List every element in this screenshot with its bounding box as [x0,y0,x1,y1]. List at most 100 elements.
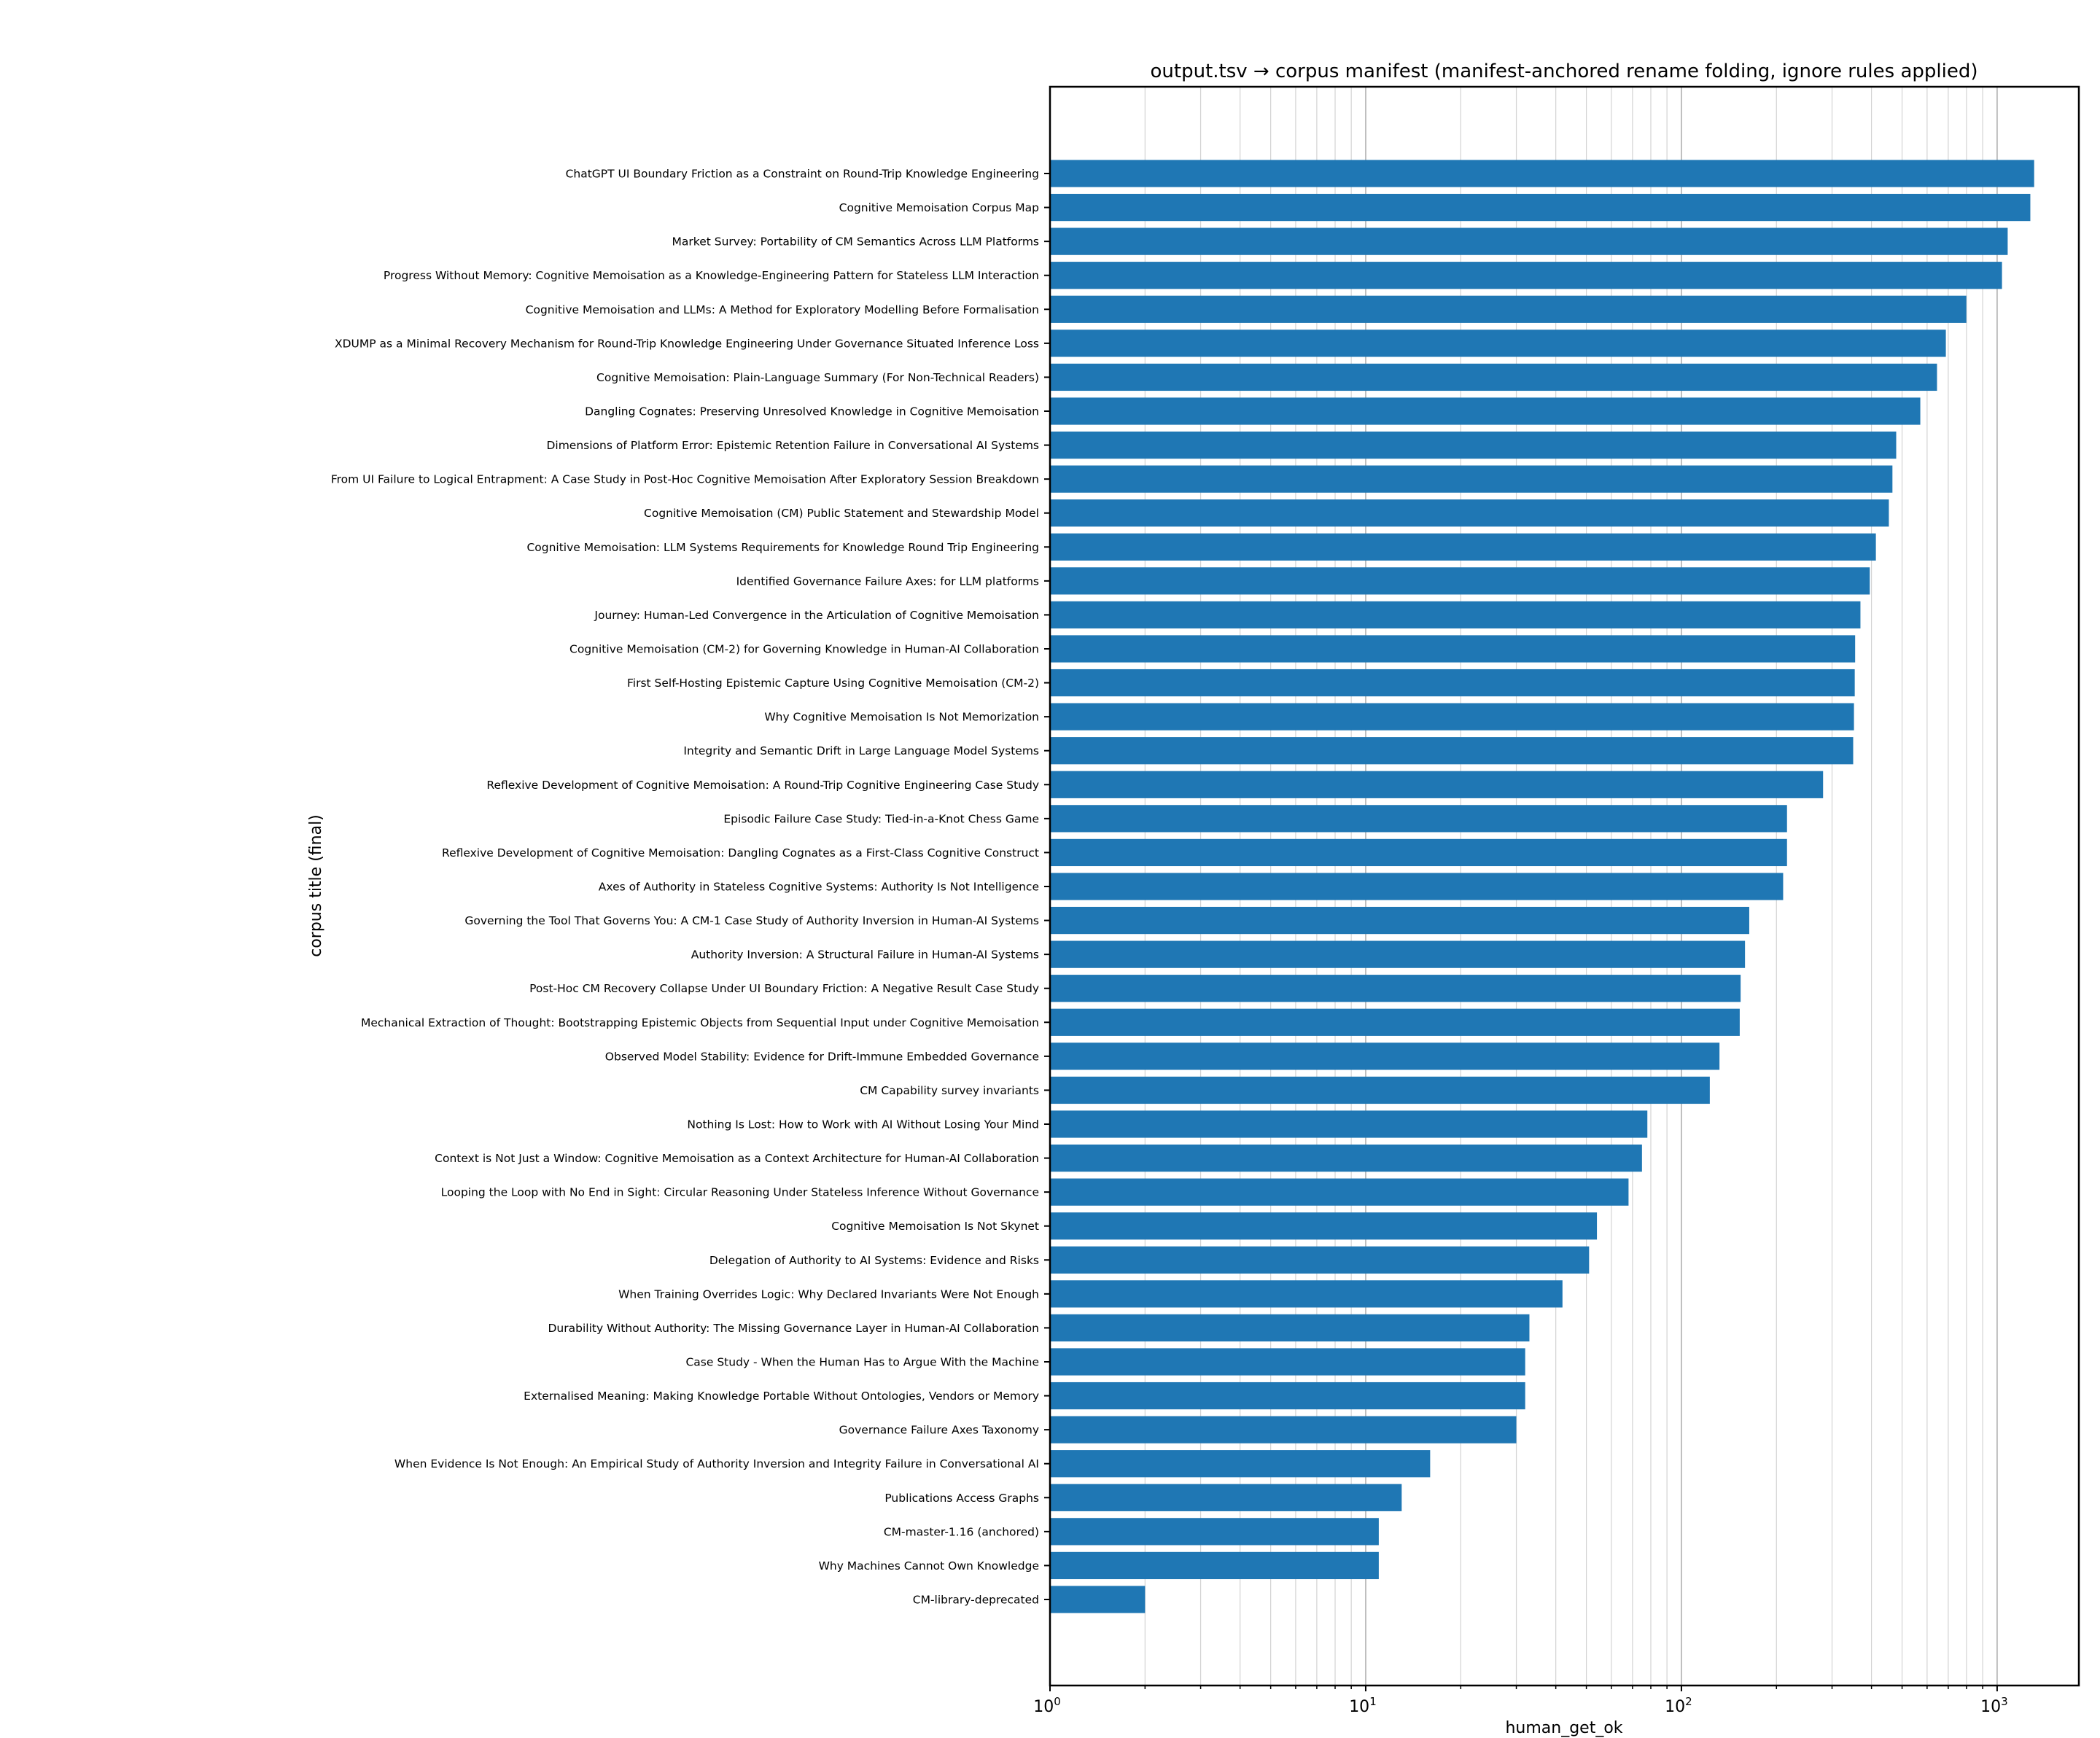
x-tick-label-exponent: 2 [1685,1695,1692,1708]
bar [1050,397,1921,425]
y-tick-label: Authority Inversion: A Structural Failur… [691,948,1039,962]
y-tick-label: Delegation of Authority to AI Systems: E… [709,1254,1039,1267]
bar [1050,1212,1598,1240]
bar [1050,499,1889,527]
y-tick-label: From UI Failure to Logical Entrapment: A… [331,473,1039,486]
bar [1050,1450,1431,1478]
y-tick-label: Episodic Failure Case Study: Tied-in-a-K… [723,812,1039,825]
bar [1050,1178,1629,1206]
y-tick-label: Cognitive Memoisation (CM) Public Statem… [644,507,1039,520]
y-tick-label: First Self-Hosting Epistemic Capture Usi… [627,677,1039,690]
bar [1050,975,1741,1002]
bar [1050,1382,1525,1410]
y-tick-label: Post-Hoc CM Recovery Collapse Under UI B… [529,982,1039,995]
bar [1050,1348,1525,1376]
y-tick-label: Governance Failure Axes Taxonomy [839,1424,1039,1437]
x-tick-label-base: 10 [1980,1698,2001,1716]
y-tick-label: Cognitive Memoisation (CM-2) for Governi… [569,643,1039,656]
x-tick-label-exponent: 3 [2001,1695,2008,1708]
y-tick-label: Why Cognitive Memoisation Is Not Memoriz… [764,711,1039,724]
bar [1050,805,1787,833]
bar [1050,737,1854,765]
bar [1050,635,1856,663]
bar [1050,906,1749,935]
y-tick-label: Cognitive Memoisation: LLM Systems Requi… [526,541,1039,554]
bar [1050,1586,1146,1613]
bar [1050,1484,1402,1511]
x-axis-label: human_get_ok [1505,1719,1622,1737]
y-tick-label: CM-library-deprecated [913,1594,1039,1607]
bar [1050,1008,1740,1036]
bar [1050,601,1861,629]
y-tick-label: Observed Model Stability: Evidence for D… [605,1050,1039,1063]
bar [1050,1551,1379,1580]
y-tick-label: Externalised Meaning: Making Knowledge P… [524,1390,1039,1403]
y-axis-ticks: ChatGPT UI Boundary Friction as a Constr… [331,168,1050,1607]
bar [1050,193,2031,222]
y-tick-label: Reflexive Development of Cognitive Memoi… [442,846,1039,860]
bar [1050,669,1855,697]
x-tick-label: 103 [1980,1695,2008,1716]
bar [1050,1144,1642,1172]
x-tick-label-exponent: 0 [1054,1695,1061,1708]
y-tick-label: CM-master-1.16 (anchored) [884,1525,1039,1538]
bar [1050,940,1746,968]
bar [1050,295,1967,323]
bar [1050,838,1787,867]
y-tick-label: Progress Without Memory: Cognitive Memoi… [384,269,1039,282]
y-tick-label: Identified Governance Failure Axes: for … [736,574,1039,588]
y-tick-label: Governing the Tool That Governs You: A C… [464,914,1039,927]
y-tick-label: Cognitive Memoisation and LLMs: A Method… [526,303,1039,316]
x-tick-label: 101 [1349,1695,1377,1716]
y-tick-label: CM Capability survey invariants [860,1084,1039,1097]
bar [1050,567,1870,595]
y-tick-label: Reflexive Development of Cognitive Memoi… [486,779,1039,792]
y-tick-label: Context is Not Just a Window: Cognitive … [435,1152,1039,1165]
y-tick-label: Dimensions of Platform Error: Epistemic … [546,439,1039,452]
bar [1050,1518,1379,1546]
bar [1050,771,1824,798]
y-tick-label: XDUMP as a Minimal Recovery Mechanism fo… [335,337,1039,350]
y-tick-label: Why Machines Cannot Own Knowledge [819,1559,1039,1573]
bar [1050,465,1893,493]
y-tick-label: Durability Without Authority: The Missin… [548,1322,1039,1335]
y-tick-label: Journey: Human-Led Convergence in the Ar… [594,609,1039,622]
y-tick-label: Dangling Cognates: Preserving Unresolved… [585,405,1039,418]
x-axis-ticks: 100 101 102 103 [1033,1686,2008,1716]
bar [1050,262,2002,289]
y-tick-label: Cognitive Memoisation: Plain-Language Su… [596,371,1039,384]
bar [1050,1110,1648,1138]
bar [1050,1416,1517,1443]
bar [1050,431,1897,459]
bar [1050,363,1937,391]
bar [1050,1246,1590,1274]
x-tick-label: 102 [1665,1695,1692,1716]
chart-title: output.tsv → corpus manifest (manifest-a… [1151,61,1978,82]
y-tick-label: Mechanical Extraction of Thought: Bootst… [361,1016,1039,1029]
y-tick-label: Case Study - When the Human Has to Argue… [685,1356,1039,1369]
y-tick-label: When Evidence Is Not Enough: An Empirica… [394,1457,1039,1470]
x-tick-label-base: 10 [1033,1698,1054,1716]
y-tick-label: ChatGPT UI Boundary Friction as a Constr… [566,168,1039,181]
y-tick-label: Publications Access Graphs [884,1492,1039,1505]
y-tick-label: Cognitive Memoisation Corpus Map [839,201,1039,214]
bar [1050,873,1784,900]
bar [1050,533,1876,561]
x-tick-label: 100 [1033,1695,1061,1716]
y-axis-label: corpus title (final) [307,814,325,957]
bar [1050,1314,1530,1342]
y-tick-label: When Training Overrides Logic: Why Decla… [618,1287,1039,1301]
y-tick-label: Looping the Loop with No End in Sight: C… [441,1186,1039,1199]
y-tick-label: Axes of Authority in Stateless Cognitive… [599,881,1039,894]
y-tick-label: Market Survey: Portability of CM Semanti… [672,235,1039,249]
bar [1050,1076,1710,1104]
y-tick-label: Cognitive Memoisation Is Not Skynet [831,1220,1039,1233]
bar [1050,160,2034,187]
x-tick-label-base: 10 [1665,1698,1685,1716]
y-tick-label: Nothing Is Lost: How to Work with AI Wit… [687,1118,1039,1131]
bar [1050,330,1946,357]
bars [1050,160,2034,1613]
y-tick-label: Integrity and Semantic Drift in Large La… [683,744,1039,757]
bar [1050,227,2008,255]
x-tick-label-exponent: 1 [1369,1695,1377,1708]
